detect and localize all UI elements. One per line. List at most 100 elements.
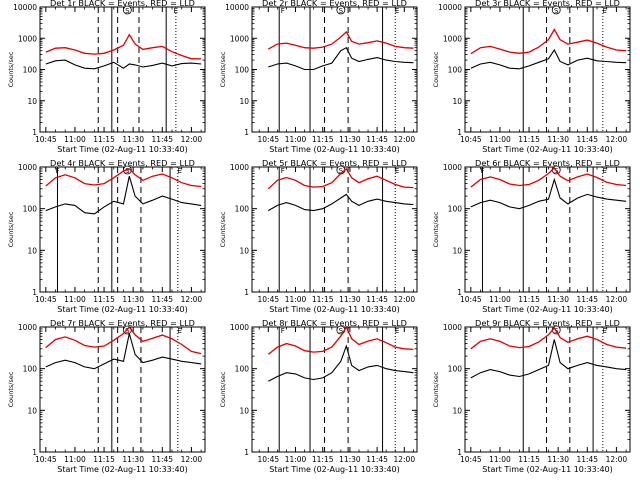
y-tick-label: 10 <box>239 246 249 255</box>
y-axis-label: Counts/sec <box>7 211 15 247</box>
x-tick-label: 11:00 <box>64 135 86 144</box>
event-top-label: E <box>178 167 182 175</box>
y-tick-label: 1000 <box>18 323 37 332</box>
y-tick-label: 100 <box>235 205 250 214</box>
y-tick-label: 10 <box>452 97 462 106</box>
x-tick-label: 12:00 <box>181 455 203 464</box>
event-top-label: E <box>603 7 607 15</box>
y-tick-label: 1 <box>32 448 37 457</box>
series-line-events <box>470 177 627 210</box>
x-tick-label: 11:15 <box>312 455 334 464</box>
x-tick-label: 11:30 <box>547 295 569 304</box>
y-tick-label: 1000 <box>230 34 249 43</box>
y-tick-label: 1 <box>32 288 37 297</box>
y-axis-label: Counts/sec <box>219 51 227 87</box>
x-tick-label: 11:15 <box>518 135 540 144</box>
y-tick-label: 1 <box>244 448 249 457</box>
plot-frame <box>464 166 631 293</box>
x-tick-label: 10:45 <box>460 135 482 144</box>
y-tick-label: 100 <box>23 365 38 374</box>
x-tick-label: 11:45 <box>576 135 598 144</box>
x-tick-label: 11:00 <box>64 455 86 464</box>
x-axis-label: Start Time (02-Aug-11 10:33:40) <box>269 465 400 474</box>
event-top-label: S <box>339 7 344 15</box>
x-tick-label: 11:15 <box>93 295 115 304</box>
event-top-label: F <box>55 167 59 175</box>
x-tick-label: 11:30 <box>339 295 361 304</box>
event-top-label: S <box>125 167 130 175</box>
x-tick-label: 10:45 <box>35 455 57 464</box>
x-tick-label: 11:00 <box>285 455 307 464</box>
x-tick-label: 11:15 <box>93 455 115 464</box>
y-tick-label: 100 <box>235 365 250 374</box>
x-tick-label: 11:15 <box>93 135 115 144</box>
x-tick-label: 11:15 <box>312 295 334 304</box>
x-tick-label: 11:45 <box>576 295 598 304</box>
event-top-label: E <box>174 7 178 15</box>
plot-frame <box>464 326 631 453</box>
x-axis-label: Start Time (02-Aug-11 10:33:40) <box>269 145 400 154</box>
series-line-events <box>268 193 414 212</box>
y-tick-label: 100 <box>448 205 463 214</box>
x-tick-label: 12:00 <box>393 455 415 464</box>
y-tick-label: 1000 <box>230 163 249 172</box>
flare-circle-icon <box>122 5 132 15</box>
flare-circle-icon <box>336 5 346 15</box>
chart-panel: Det 6r BLACK = Events, RED = LLD 1 10 100 10… <box>432 158 631 314</box>
x-tick-label: 11:30 <box>339 135 361 144</box>
series-line-lld <box>267 167 414 190</box>
y-tick-label: 100 <box>235 66 250 75</box>
event-top-label: E <box>395 327 399 335</box>
x-tick-label: 11:00 <box>489 455 511 464</box>
x-tick-label: 10:45 <box>35 135 57 144</box>
y-tick-label: 1000 <box>230 323 249 332</box>
plot-frame <box>464 6 631 133</box>
y-tick-label: 1 <box>244 128 249 137</box>
y-tick-label: 100 <box>23 66 38 75</box>
plot-frame <box>39 6 206 133</box>
chart-title: Det 9r BLACK = Events, RED = LLD <box>475 318 620 328</box>
chart-title: Det 8r BLACK = Events, RED = LLD <box>262 318 407 328</box>
y-tick-label: 1 <box>457 128 462 137</box>
y-tick-label: 1 <box>32 128 37 137</box>
y-tick-label: 1 <box>457 288 462 297</box>
event-top-label: S <box>125 327 130 335</box>
x-axis-label: Start Time (02-Aug-11 10:33:40) <box>482 145 613 154</box>
y-tick-label: 10 <box>452 406 462 415</box>
chart-panel: Det 1r BLACK = Events, RED = LLD 1 10 100 10… <box>7 0 206 154</box>
chart-panel: Det 5r BLACK = Events, RED = LLD 1 10 100 10… <box>219 158 418 314</box>
x-tick-label: 12:00 <box>181 135 203 144</box>
x-tick-label: 10:45 <box>35 295 57 304</box>
event-top-label: E <box>178 327 182 335</box>
x-tick-label: 11:15 <box>518 455 540 464</box>
y-tick-label: 10 <box>452 246 462 255</box>
chart-panel: Det 2r BLACK = Events, RED = LLD 1 10 100 10… <box>219 0 418 154</box>
x-tick-label: 11:30 <box>122 455 144 464</box>
chart-title: Det 5r BLACK = Events, RED = LLD <box>262 158 407 168</box>
y-tick-label: 1000 <box>443 323 462 332</box>
series-line-lld <box>45 325 202 355</box>
y-tick-label: 1 <box>244 288 249 297</box>
x-tick-label: 12:00 <box>606 455 628 464</box>
y-tick-label: 10 <box>239 97 249 106</box>
x-axis-label: Start Time (02-Aug-11 10:33:40) <box>269 305 400 314</box>
x-tick-label: 11:30 <box>547 135 569 144</box>
y-tick-label: 1000 <box>443 163 462 172</box>
x-axis-label: Start Time (02-Aug-11 10:33:40) <box>57 465 188 474</box>
series-line-lld <box>267 325 414 355</box>
x-tick-label: 11:45 <box>151 455 173 464</box>
y-tick-label: 10000 <box>438 3 462 12</box>
y-tick-label: 10 <box>27 97 37 106</box>
y-axis-label: Counts/sec <box>219 371 227 407</box>
event-top-label: S <box>339 167 344 175</box>
chart-panel: Det 3r BLACK = Events, RED = LLD 1 10 100 10… <box>432 0 631 154</box>
plot-frame <box>251 166 418 293</box>
plot-frame <box>39 326 206 453</box>
event-top-label: E <box>603 167 607 175</box>
series-line-events <box>470 339 627 379</box>
y-tick-label: 1000 <box>18 34 37 43</box>
x-tick-label: 11:30 <box>547 455 569 464</box>
series-line-events <box>268 344 414 382</box>
x-tick-label: 10:45 <box>460 455 482 464</box>
